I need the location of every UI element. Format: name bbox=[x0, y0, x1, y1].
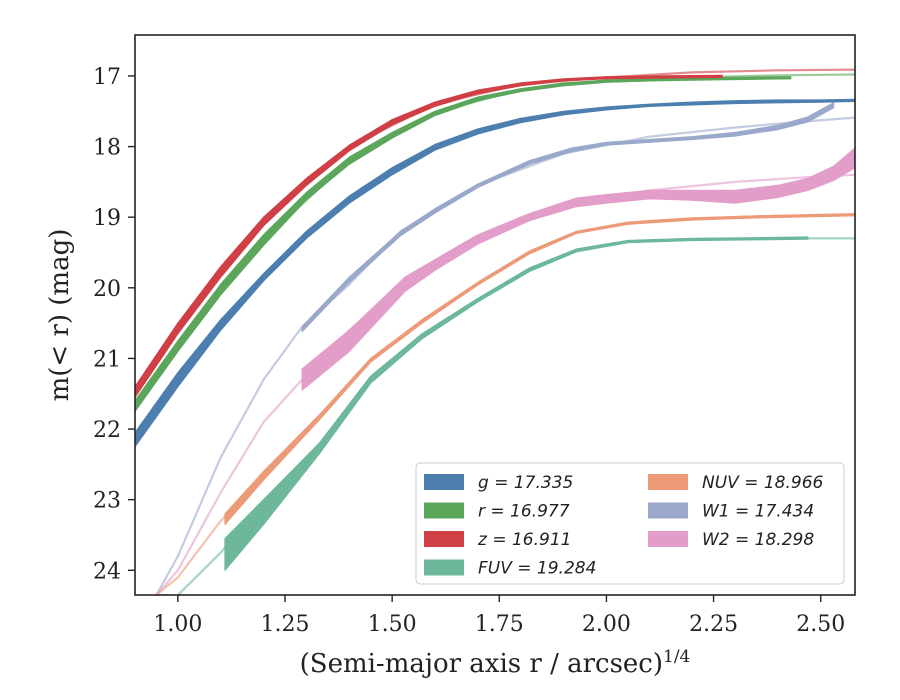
legend-label-W1: W1 = 17.434 bbox=[702, 502, 814, 522]
legend-label-g: g = 17.335 bbox=[478, 473, 573, 493]
data-band-z bbox=[135, 74, 723, 398]
y-axis-label: m(< r) (mag) bbox=[45, 229, 75, 402]
y-tick-label: 17 bbox=[93, 65, 121, 90]
y-tick-label: 18 bbox=[93, 136, 121, 161]
legend-label-W2: W2 = 18.298 bbox=[702, 530, 814, 550]
legend-swatch-z bbox=[424, 531, 464, 547]
legend-swatch-W2 bbox=[648, 531, 688, 547]
legend-swatch-FUV bbox=[424, 559, 464, 576]
data-band-g bbox=[135, 98, 855, 448]
y-tick-label: 21 bbox=[93, 347, 121, 372]
legend-label-z: z = 16.911 bbox=[477, 530, 571, 550]
data-bands bbox=[135, 74, 855, 571]
legend-swatch-NUV bbox=[648, 474, 688, 490]
x-tick-label: 1.50 bbox=[368, 612, 417, 637]
data-band-NUV bbox=[224, 213, 855, 525]
x-axis-label-main: (Semi-major axis r / arcsec) bbox=[300, 649, 663, 679]
y-tick-label: 24 bbox=[93, 559, 121, 584]
y-tick-label: 22 bbox=[93, 418, 121, 443]
y-tick-label: 23 bbox=[93, 489, 121, 514]
legend: g = 17.335 r = 16.977 z = 16.911 FUV = 19.2… bbox=[415, 462, 845, 585]
x-tick-label: 1.25 bbox=[261, 612, 310, 637]
x-axis-label-sup: 1/4 bbox=[663, 647, 690, 667]
x-axis-label: (Semi-major axis r / arcsec)1/4 bbox=[300, 647, 691, 679]
legend-label-FUV: FUV = 19.284 bbox=[478, 559, 596, 579]
x-tick-label: 2.50 bbox=[796, 612, 845, 637]
legend-swatch-W1 bbox=[648, 502, 688, 519]
legend-label-r: r = 16.977 bbox=[478, 502, 570, 522]
data-band-FUV bbox=[224, 236, 809, 571]
data-band-r bbox=[135, 76, 792, 412]
y-tick-label: 20 bbox=[93, 277, 121, 302]
x-tick-label: 1.75 bbox=[475, 612, 524, 637]
legend-swatch-r bbox=[424, 502, 464, 519]
legend-swatch-g bbox=[424, 474, 464, 490]
y-tick-label: 19 bbox=[93, 206, 121, 231]
x-tick-label: 2.25 bbox=[689, 612, 738, 637]
x-axis-ticks: 1.00 1.25 1.50 1.75 2.00 2.25 2.50 bbox=[153, 595, 845, 637]
data-band-W1 bbox=[301, 102, 835, 333]
legend-label-NUV: NUV = 18.966 bbox=[702, 473, 824, 493]
plot-frame bbox=[134, 34, 856, 596]
x-tick-label: 2.00 bbox=[582, 612, 631, 637]
x-tick-label: 1.00 bbox=[153, 612, 202, 637]
data-band-W2 bbox=[301, 147, 855, 391]
legend-frame bbox=[415, 462, 845, 585]
y-axis-ticks: 17 18 19 20 21 22 23 24 bbox=[93, 65, 135, 584]
